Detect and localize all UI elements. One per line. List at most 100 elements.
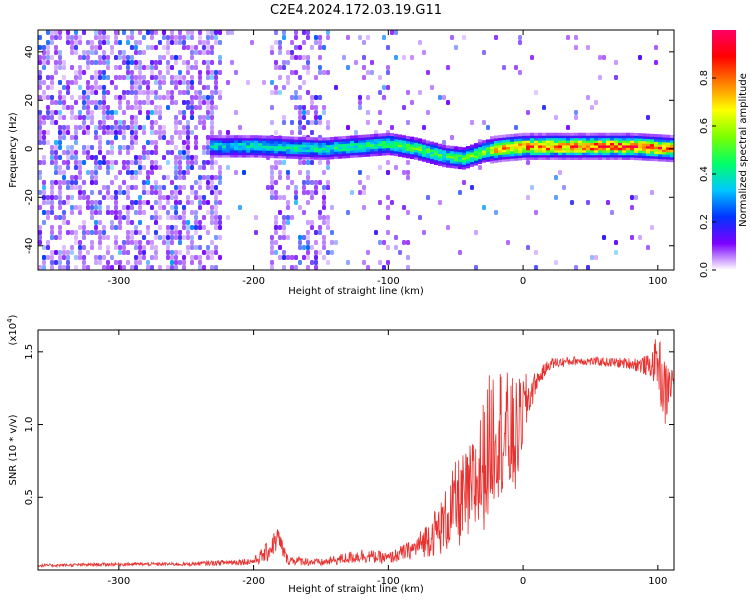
heatmap-cell — [458, 146, 462, 150]
heatmap-cell — [294, 153, 298, 157]
heatmap-cell — [106, 185, 110, 190]
heatmap-cell — [658, 134, 662, 138]
heatmap-cell — [334, 240, 338, 245]
y-multiplier-base: (x10 — [8, 323, 19, 346]
heatmap-cell — [130, 80, 134, 85]
heatmap-cell — [190, 75, 194, 80]
heatmap-cell — [306, 35, 310, 40]
heatmap-cell — [378, 75, 382, 80]
heatmap-cell — [210, 115, 214, 120]
heatmap-cell — [282, 215, 286, 220]
heatmap-cell — [66, 80, 70, 85]
heatmap-cell — [362, 137, 366, 141]
heatmap-cell — [314, 265, 318, 270]
heatmap-cell — [318, 139, 322, 143]
heatmap-cell — [78, 225, 82, 230]
heatmap-cell — [510, 143, 514, 147]
heatmap-cell — [66, 255, 70, 260]
heatmap-cell — [406, 210, 410, 215]
heatmap-cell — [610, 140, 614, 144]
heatmap-cell — [306, 144, 310, 148]
heatmap-cell — [614, 147, 618, 151]
heatmap-cell — [38, 95, 42, 100]
heatmap-cell — [130, 185, 134, 190]
heatmap-cell — [98, 135, 102, 140]
heatmap-cell — [626, 149, 630, 153]
heatmap-cell — [618, 152, 622, 156]
heatmap-cell — [122, 60, 126, 65]
heatmap-cell — [286, 60, 290, 65]
heatmap-cell — [38, 110, 42, 115]
heatmap-cell — [322, 255, 326, 260]
heatmap-cell — [50, 30, 54, 35]
heatmap-cell — [86, 40, 90, 45]
heatmap-cell — [250, 154, 254, 158]
heatmap-cell — [322, 144, 326, 148]
heatmap-cell — [146, 115, 150, 120]
heatmap-cell — [506, 156, 510, 160]
heatmap-cell — [186, 245, 190, 250]
heatmap-cell — [610, 149, 614, 153]
heatmap-cell — [562, 156, 566, 160]
heatmap-cell — [458, 156, 462, 160]
heatmap-cell — [38, 225, 42, 230]
heatmap-cell — [558, 140, 562, 144]
heatmap-cell — [654, 45, 658, 50]
heatmap-cell — [266, 142, 270, 146]
heatmap-cell — [302, 156, 306, 160]
heatmap-cell — [74, 125, 78, 130]
heatmap-cell — [118, 65, 122, 70]
heatmap-cell — [174, 115, 178, 120]
heatmap-cell — [178, 40, 182, 45]
heatmap-cell — [178, 175, 182, 180]
heatmap-cell — [378, 90, 382, 95]
heatmap-cell — [146, 45, 150, 50]
heatmap-cell — [618, 147, 622, 151]
heatmap-cell — [426, 150, 430, 154]
heatmap-cell — [358, 134, 362, 138]
heatmap-cell — [530, 144, 534, 148]
heatmap-cell — [634, 149, 638, 153]
heatmap-cell — [70, 35, 74, 40]
heatmap-cell — [406, 143, 410, 147]
heatmap-cell — [322, 235, 326, 240]
heatmap-cell — [166, 230, 170, 235]
heatmap-cell — [170, 100, 174, 105]
heatmap-cell — [138, 30, 142, 35]
heatmap-cell — [82, 180, 86, 185]
heatmap-cell — [150, 110, 154, 115]
heatmap-cell — [274, 190, 278, 195]
heatmap-cell — [382, 133, 386, 137]
heatmap-cell — [582, 135, 586, 139]
heatmap-cell — [306, 60, 310, 65]
heatmap-cell — [214, 154, 218, 158]
heatmap-cell — [422, 149, 426, 153]
heatmap-cell — [270, 120, 274, 125]
heatmap-cell — [650, 141, 654, 145]
heatmap-cell — [182, 80, 186, 85]
heatmap-cell — [398, 149, 402, 153]
heatmap-cell — [154, 65, 158, 70]
heatmap-cell — [318, 149, 322, 153]
heatmap-cell — [270, 165, 274, 170]
heatmap-cell — [54, 180, 58, 185]
heatmap-cell — [198, 80, 202, 85]
heatmap-cell — [318, 250, 322, 255]
heatmap-cell — [406, 240, 410, 245]
heatmap-cell — [210, 175, 214, 180]
heatmap-cell — [38, 205, 42, 210]
heatmap-cell — [182, 215, 186, 220]
heatmap-cell — [162, 45, 166, 50]
heatmap-cell — [582, 149, 586, 153]
heatmap-cell — [102, 40, 106, 45]
heatmap-cell — [286, 146, 290, 150]
heatmap-cell — [590, 105, 594, 110]
heatmap-cell — [522, 142, 526, 146]
heatmap-cell — [382, 150, 386, 154]
heatmap-cell — [242, 135, 246, 139]
heatmap-cell — [338, 143, 342, 147]
heatmap-cell — [290, 148, 294, 152]
heatmap-cell — [442, 159, 446, 163]
heatmap-cell — [346, 150, 350, 154]
heatmap-cell — [574, 152, 578, 156]
